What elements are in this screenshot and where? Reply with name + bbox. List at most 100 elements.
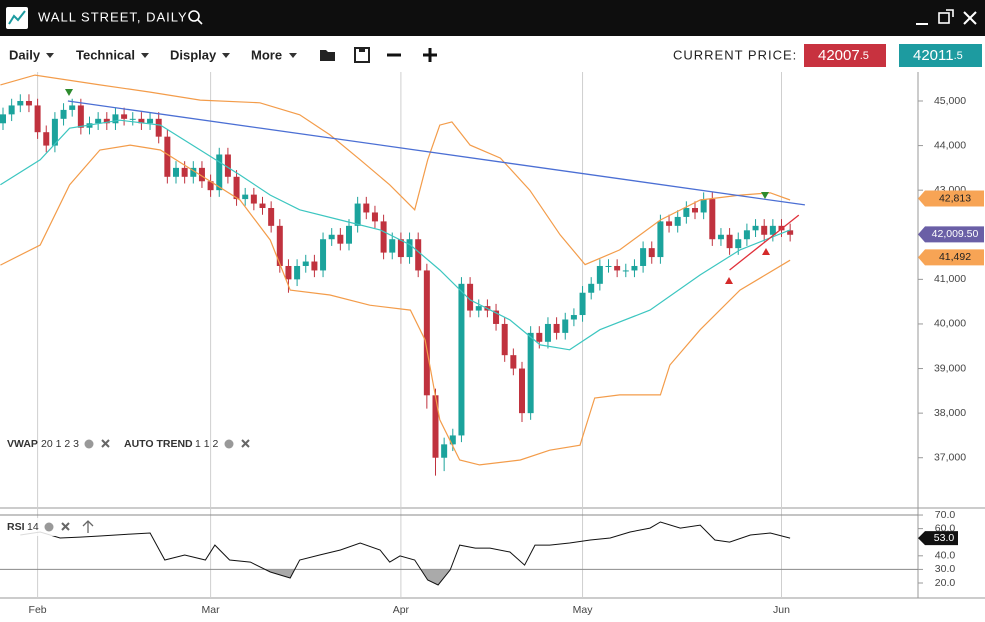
rsi-tag [918,531,958,546]
sell-price-box[interactable] [804,44,886,67]
grid: Feb Mar Apr May Jun 37,000 38,000 39,000 40,000 4… [29,72,966,616]
candle-body [60,109,67,119]
candle-body [276,225,283,266]
candle-body [147,118,154,124]
caret [141,53,149,58]
x-tick-label: Mar [202,604,221,616]
candle-body [155,118,162,137]
menu-daily[interactable]: Daily [9,47,41,62]
candle-body [112,114,119,124]
candle-body [216,154,223,191]
candle-body [207,181,214,191]
buy-price-box[interactable] [899,44,982,67]
candle-body [501,323,508,356]
window-title: WALL STREET, DAILY [38,9,188,24]
candle-body [337,234,344,244]
candle-body [709,199,716,240]
app-icon-glyph [8,10,26,25]
candle-body [129,118,136,120]
candle-body [475,306,482,311]
candle-body [268,208,275,226]
y-tick-label: 38,000 [934,407,966,419]
settings-icon[interactable] [44,522,54,532]
overlay-line [0,74,791,266]
search-icon[interactable] [188,10,203,25]
candle-body [8,105,15,115]
candle-body [562,319,569,333]
y-tick-label: 37,000 [934,452,966,464]
candle-body [51,118,58,146]
x-tick-label: Feb [29,604,47,616]
indicator-params: 20 1 2 3 [41,438,79,450]
candle-body [553,323,560,333]
candle-body [717,234,724,240]
settings-icon[interactable] [224,439,234,449]
menu-more[interactable]: More [251,47,282,62]
popout-button[interactable] [938,9,954,24]
candle-body [103,118,110,124]
caret [222,53,230,58]
candle-body [657,221,664,258]
candle-body [527,332,534,414]
caret [46,53,54,58]
candle-body [605,265,612,267]
move-up-icon[interactable] [82,520,94,533]
candle-body [294,265,301,280]
signal-marker [762,248,770,255]
y-tick-label: 45,000 [934,95,966,107]
menu-display[interactable]: Display [170,47,217,62]
overlay-line [0,144,791,466]
candle-body [423,270,430,396]
candle-body [588,283,595,293]
candle-body [441,444,448,458]
buy-price: 42011.5 [913,47,963,64]
oversold-area [20,569,791,585]
candle-body [181,167,188,177]
remove-icon[interactable] [61,522,70,531]
candle-body [259,203,266,209]
candle-body [190,167,197,177]
toolbar: Daily Technical Display More CURRENT PRI… [9,44,982,67]
candle-body [224,154,231,177]
save-icon[interactable] [354,47,370,63]
candle-body [17,100,24,106]
menu-technical[interactable]: Technical [76,47,135,62]
rsi-legend: RSI 14 [2,518,94,536]
candle-body [761,225,768,235]
y-tick-label: 30.0 [935,563,956,575]
y-tick-label: 41,000 [934,273,966,285]
candle-body [787,230,794,235]
x-tick-label: Jun [773,604,790,616]
buy-price-main: 42011 [913,47,954,64]
candle-body [449,435,456,445]
candle-body [302,261,309,266]
open-icon[interactable] [320,50,335,61]
candle-body [34,105,41,133]
remove-icon[interactable] [101,439,110,448]
candle-body [121,114,128,119]
candle-body [432,395,439,458]
candle-body [700,199,707,213]
zoom-in[interactable] [423,48,437,62]
signal-marker [725,277,733,284]
candle-body [570,315,577,320]
rsi-label: RSI [7,521,25,533]
candle-body [43,132,50,146]
overlay-line [729,214,800,271]
settings-icon[interactable] [84,439,94,449]
candle-body [510,355,517,369]
candle-body [198,167,205,182]
candle-body [683,208,690,217]
candle-body [640,248,647,266]
candle-body [622,270,629,272]
candle-body [666,221,673,226]
y-tick-label: 40.0 [935,550,956,562]
candle-body [614,265,621,271]
close-button[interactable] [963,11,977,25]
candle-body [242,194,249,200]
candle-body [769,225,776,235]
candle-body [406,239,413,258]
remove-icon[interactable] [241,439,250,448]
x-tick-label: May [573,604,594,616]
